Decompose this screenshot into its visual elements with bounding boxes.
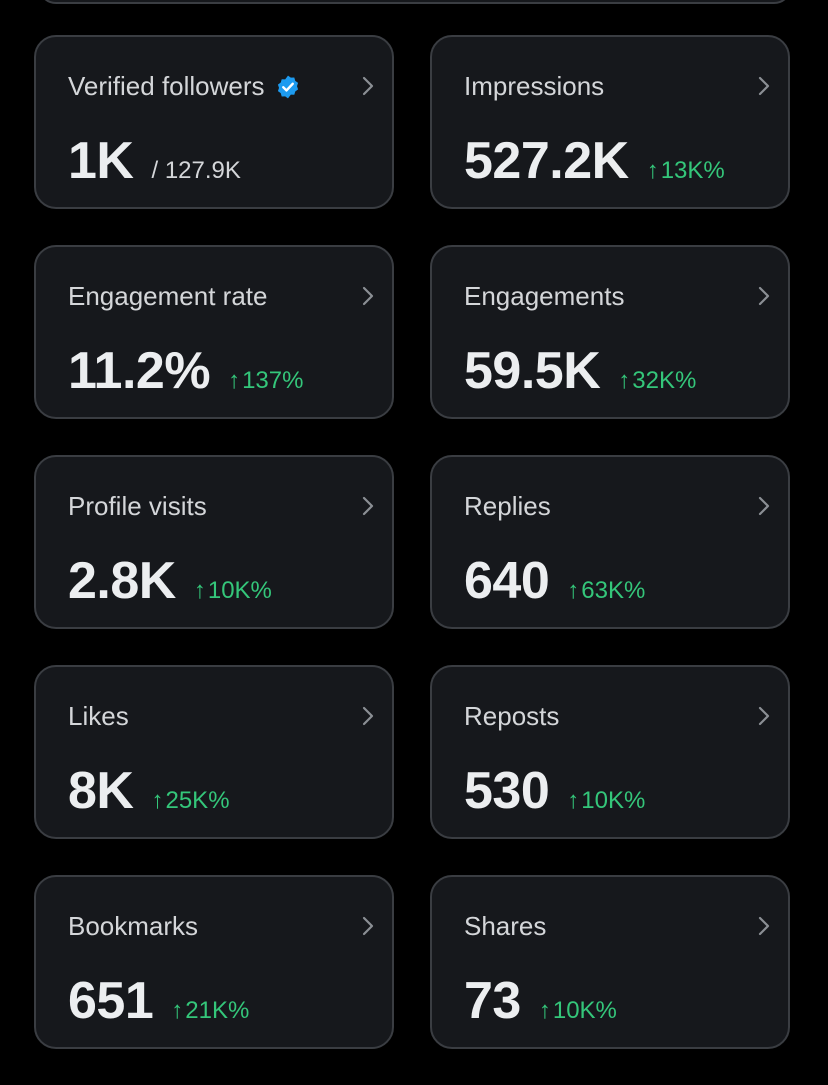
metric-change-value: 10K%: [207, 577, 272, 604]
metric-card-shares[interactable]: Shares 73 ↑ 10K%: [430, 875, 790, 1049]
metric-value: 11.2%: [68, 342, 211, 400]
metric-total: / 127.9K: [151, 157, 241, 184]
arrow-up-icon: ↑: [171, 997, 184, 1024]
metric-change: ↑ 25K%: [151, 787, 229, 815]
arrow-up-icon: ↑: [151, 787, 164, 814]
metric-change-value: 137%: [242, 367, 304, 394]
chevron-right-icon[interactable]: [360, 75, 376, 97]
metric-label: Reposts: [464, 701, 560, 731]
metric-label: Shares: [464, 911, 547, 941]
metric-change: ↑ 63K%: [567, 577, 645, 605]
metric-change: ↑ 10K%: [539, 997, 617, 1025]
metric-value: 1K: [68, 132, 134, 190]
metric-change: ↑ 10K%: [194, 577, 272, 605]
metric-label: Verified followers: [68, 71, 265, 101]
metric-card-verified-followers[interactable]: Verified followers 1K / 127.9K: [34, 35, 394, 209]
metric-value: 527.2K: [464, 132, 629, 190]
metric-label: Impressions: [464, 71, 605, 101]
chevron-right-icon[interactable]: [756, 75, 772, 97]
metric-change-value: 10K%: [581, 787, 646, 814]
metric-label: Replies: [464, 491, 551, 521]
metric-change: ↑ 13K%: [647, 157, 725, 185]
metric-change-value: 13K%: [660, 157, 725, 184]
metric-card-replies[interactable]: Replies 640 ↑ 63K%: [430, 455, 790, 629]
metric-change-value: 21K%: [185, 997, 250, 1024]
metric-label: Bookmarks: [68, 911, 199, 941]
chevron-right-icon[interactable]: [360, 705, 376, 727]
arrow-up-icon: ↑: [567, 787, 580, 814]
arrow-up-icon: ↑: [646, 157, 659, 184]
chevron-right-icon[interactable]: [756, 495, 772, 517]
arrow-up-icon: ↑: [567, 577, 580, 604]
chevron-right-icon[interactable]: [360, 495, 376, 517]
metric-change: ↑ 10K%: [567, 787, 645, 815]
metric-change: ↑ 32K%: [618, 367, 696, 395]
metric-value: 73: [464, 972, 521, 1030]
chevron-right-icon[interactable]: [756, 915, 772, 937]
metric-label: Engagement rate: [68, 281, 268, 311]
metric-value: 8K: [68, 762, 134, 820]
metric-change-value: 63K%: [581, 577, 646, 604]
metric-change-value: 25K%: [165, 787, 230, 814]
arrow-up-icon: ↑: [538, 997, 551, 1024]
metric-value: 640: [464, 552, 550, 610]
metric-label: Likes: [68, 701, 129, 731]
metric-change-value: 10K%: [552, 997, 617, 1024]
metric-change: ↑ 21K%: [171, 997, 249, 1025]
metric-value: 651: [68, 972, 154, 1030]
metric-card-impressions[interactable]: Impressions 527.2K ↑ 13K%: [430, 35, 790, 209]
metric-label: Profile visits: [68, 491, 207, 521]
metric-card-likes[interactable]: Likes 8K ↑ 25K%: [34, 665, 394, 839]
verified-badge-icon: [277, 75, 298, 98]
chevron-right-icon[interactable]: [360, 285, 376, 307]
metric-change-value: 32K%: [632, 367, 697, 394]
arrow-up-icon: ↑: [228, 367, 241, 394]
metric-value: 2.8K: [68, 552, 176, 610]
metric-card-engagements[interactable]: Engagements 59.5K ↑ 32K%: [430, 245, 790, 419]
chevron-right-icon[interactable]: [756, 705, 772, 727]
metric-card-reposts[interactable]: Reposts 530 ↑ 10K%: [430, 665, 790, 839]
metric-value: 59.5K: [464, 342, 601, 400]
metric-card-engagement-rate[interactable]: Engagement rate 11.2% ↑ 137%: [34, 245, 394, 419]
previous-card-edge: [38, 0, 792, 4]
metric-value: 530: [464, 762, 550, 820]
metric-label: Engagements: [464, 281, 625, 311]
metric-change: ↑ 137%: [228, 367, 303, 395]
metric-card-profile-visits[interactable]: Profile visits 2.8K ↑ 10K%: [34, 455, 394, 629]
chevron-right-icon[interactable]: [756, 285, 772, 307]
metric-card-bookmarks[interactable]: Bookmarks 651 ↑ 21K%: [34, 875, 394, 1049]
arrow-up-icon: ↑: [618, 367, 631, 394]
arrow-up-icon: ↑: [193, 577, 206, 604]
chevron-right-icon[interactable]: [360, 915, 376, 937]
